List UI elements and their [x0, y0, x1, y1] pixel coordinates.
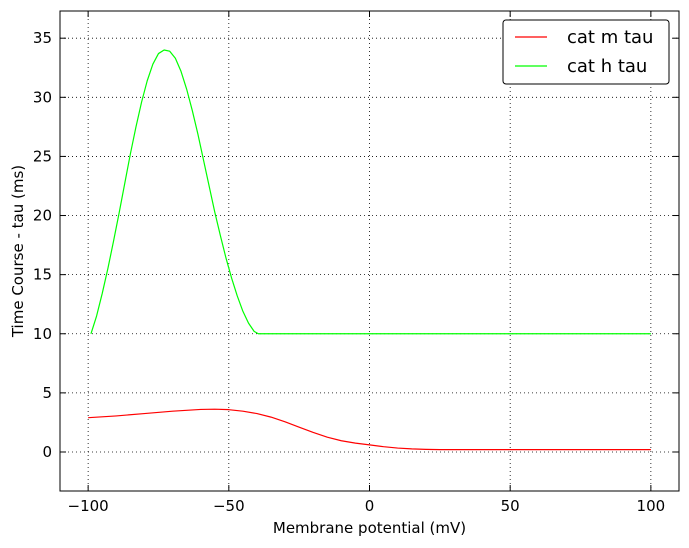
series-line-cat-m-tau	[88, 408, 651, 451]
y-axis-title: Time Course - tau (ms)	[9, 165, 27, 338]
legend: cat m tau cat h tau	[502, 19, 670, 85]
legend-label-cat-h-tau: cat h tau	[567, 56, 647, 77]
series-line-cat-h-tau	[90, 49, 651, 335]
axis-ticks: −100 −50 0 50 100 0 5 10 15 20 25 30 35	[33, 11, 679, 515]
y-tick-label: 30	[33, 88, 52, 106]
legend-box	[502, 19, 670, 85]
y-tick-label: 5	[42, 384, 52, 402]
y-tick-label: 35	[33, 29, 52, 47]
x-tick-label: 50	[501, 497, 520, 515]
x-tick-label: −50	[213, 497, 245, 515]
y-tick-label: 10	[33, 325, 52, 343]
x-tick-label: 0	[365, 497, 375, 515]
y-tick-label: 15	[33, 266, 52, 284]
x-axis-title: Membrane potential (mV)	[273, 519, 466, 537]
legend-label-cat-m-tau: cat m tau	[567, 27, 653, 48]
y-tick-label: 0	[42, 443, 52, 461]
x-tick-label: 100	[637, 497, 666, 515]
series-lines	[88, 49, 651, 451]
y-tick-label: 25	[33, 147, 52, 165]
grid	[60, 11, 679, 491]
y-tick-label: 20	[33, 207, 52, 225]
x-tick-label: −100	[68, 497, 109, 515]
